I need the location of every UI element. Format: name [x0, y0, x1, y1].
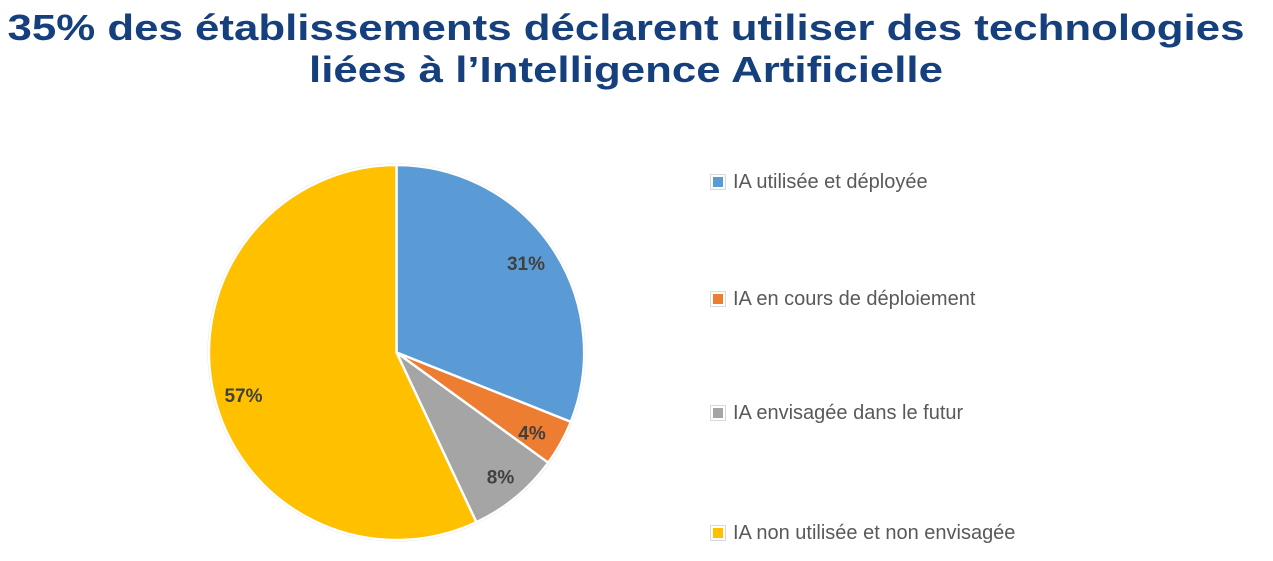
svg-text:57%: 57%	[224, 386, 262, 407]
svg-text:4%: 4%	[518, 424, 546, 445]
svg-text:31%: 31%	[507, 254, 545, 275]
svg-text:8%: 8%	[487, 468, 515, 489]
